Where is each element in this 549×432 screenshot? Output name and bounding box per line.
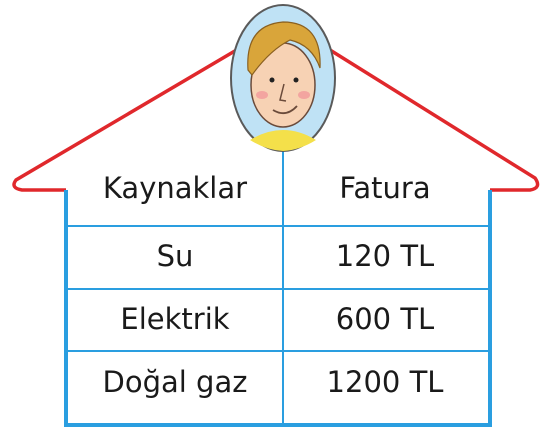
header-cell: Fatura xyxy=(339,171,430,205)
cell: 1200 TL xyxy=(327,365,444,399)
portrait xyxy=(230,4,336,152)
cell: 600 TL xyxy=(336,302,434,336)
cell: Su xyxy=(157,239,194,273)
cell: Doğal gaz xyxy=(103,365,248,399)
cell: 120 TL xyxy=(336,239,434,273)
roof-right xyxy=(321,43,540,192)
header-cell: Kaynaklar xyxy=(103,171,247,205)
walls xyxy=(64,190,492,427)
roof-left xyxy=(12,43,246,192)
cell: Elektrik xyxy=(120,302,229,336)
